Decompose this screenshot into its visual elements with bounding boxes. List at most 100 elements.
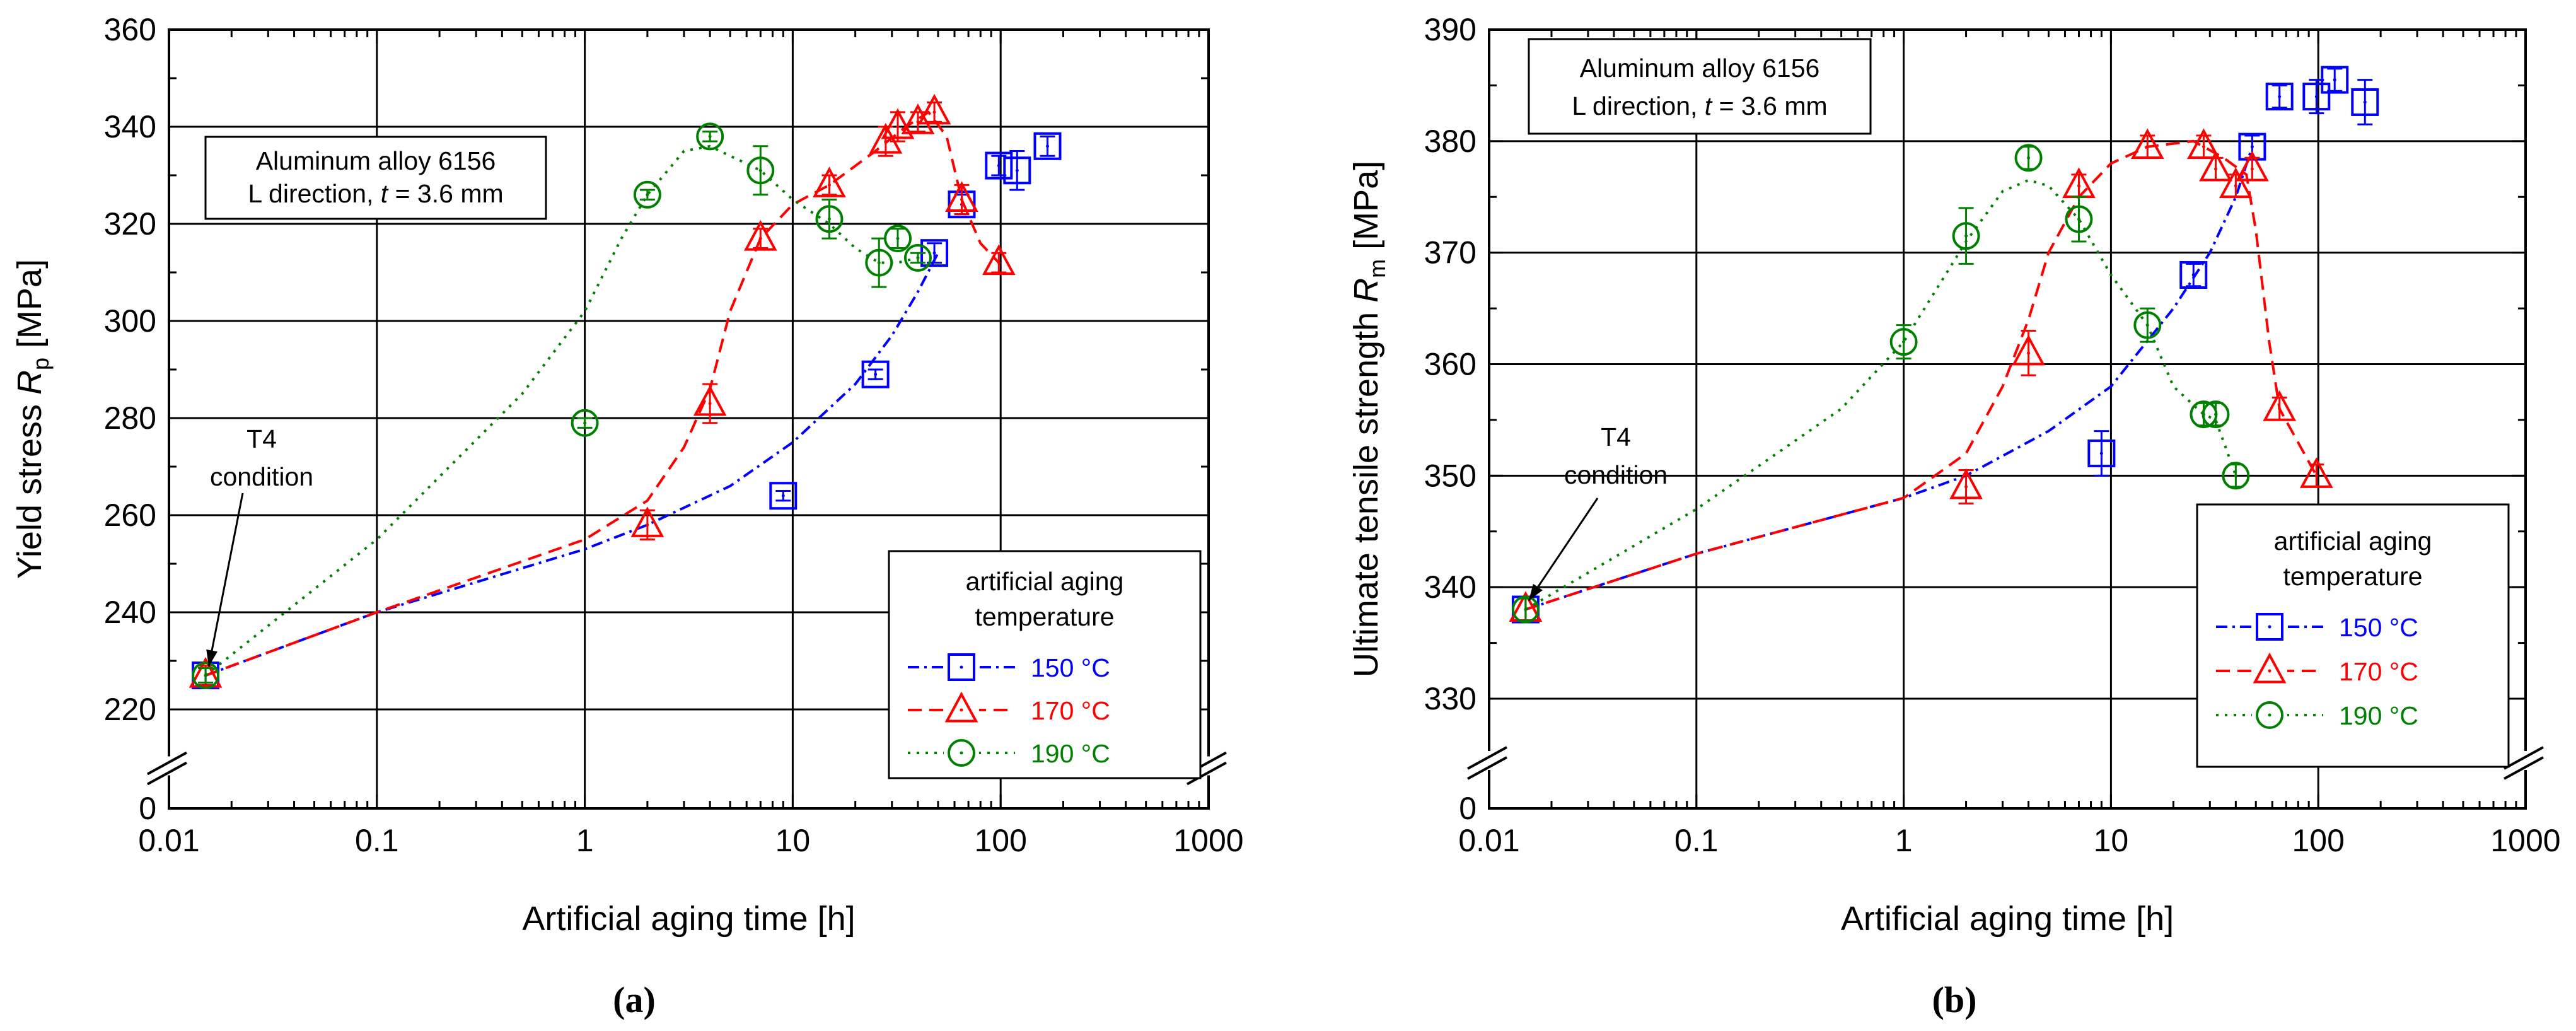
annotation-line1: T4 [247, 424, 277, 453]
legend-title-line2: temperature [975, 602, 1114, 631]
axis-break-mark [1467, 746, 1507, 770]
marker-center-dot [1524, 608, 1528, 612]
marker-center-dot [896, 125, 900, 129]
marker-circle [2256, 701, 2283, 729]
marker-center-dot [932, 110, 936, 114]
marker-center-dot [997, 261, 1001, 265]
marker-center-dot [2099, 451, 2103, 455]
info-box-line1: Aluminum alloy 6156 [256, 146, 496, 175]
marker-center-dot [2027, 351, 2031, 355]
marker-center-dot [932, 251, 936, 255]
marker-square [2351, 88, 2379, 116]
legend-title-line1: artificial aging [966, 567, 1124, 596]
marker-center-dot [2268, 713, 2271, 717]
marker-center-dot [2333, 78, 2336, 82]
legend-title-line1: artificial aging [2274, 527, 2432, 556]
x-axis-label: Artificial aging time [h] [1841, 900, 2174, 938]
data-point [630, 506, 664, 537]
marker-center-dot [2077, 184, 2080, 188]
marker-circle [746, 156, 775, 185]
marker-square [1033, 132, 1062, 160]
marker-center-dot [583, 421, 587, 425]
marker-center-dot [2145, 323, 2149, 327]
legend-marker [948, 653, 975, 681]
marker-triangle [2130, 128, 2164, 160]
data-point [881, 108, 915, 139]
data-point [1033, 132, 1062, 160]
data-point [945, 181, 978, 212]
marker-triangle [693, 385, 727, 416]
legend-marker [2256, 613, 2283, 641]
data-point [192, 661, 220, 690]
y-ticks [1489, 28, 2526, 700]
data-point [982, 244, 1016, 276]
y-tick-label: 320 [104, 206, 156, 242]
marker-triangle [1949, 468, 1983, 499]
y-axis-label-subscript: m [1364, 259, 1390, 278]
marker-center-dot [960, 198, 963, 201]
marker-square [2302, 83, 2331, 111]
y-tick-label: 370 [1424, 235, 1477, 271]
marker-triangle [917, 93, 951, 125]
series-2 [189, 93, 1016, 688]
x-ticks [168, 30, 1200, 808]
marker-center-dot [877, 261, 881, 265]
marker-triangle [2219, 167, 2253, 199]
annotation-arrow-line [207, 492, 244, 667]
legend-marker [2256, 701, 2283, 729]
info-box-line1: Aluminum alloy 6156 [1580, 54, 1820, 83]
x-tick-label: 0.1 [1674, 823, 1719, 858]
marker-triangle [982, 244, 1016, 276]
marker-center-dot [2234, 184, 2237, 188]
x-tick-label: 100 [2292, 823, 2344, 858]
x-tick-label: 1000 [1173, 823, 1243, 858]
marker-square [2087, 439, 2116, 467]
data-point [2199, 150, 2232, 182]
marker-center-dot [708, 402, 712, 405]
marker-center-dot [884, 139, 888, 143]
info-box-line2-suffix: = 3.6 mm [388, 179, 503, 208]
marker-square [2265, 83, 2294, 111]
y-tick-label: 340 [1424, 569, 1477, 605]
data-point [883, 224, 912, 253]
x-tick-label: 10 [2094, 823, 2129, 858]
legend-marker [948, 739, 975, 767]
data-point [2265, 83, 2294, 111]
data-point [2012, 334, 2045, 366]
data-point [571, 409, 599, 437]
info-box-line2-var: t [381, 179, 389, 208]
legend-label: 190 °C [1031, 739, 1110, 768]
y-tick-label: 300 [104, 303, 156, 339]
marker-circle [2222, 462, 2250, 490]
marker-center-dot [1964, 485, 1968, 489]
data-point [2219, 167, 2253, 199]
marker-center-dot [827, 217, 831, 221]
marker-center-dot [1046, 144, 1050, 148]
data-point [743, 219, 777, 251]
x-ticks [1488, 30, 2517, 808]
marker-circle [2014, 144, 2043, 172]
marker-center-dot [2191, 273, 2195, 277]
marker-center-dot [2363, 100, 2367, 104]
data-point [2351, 88, 2379, 116]
axis-break-mark [2503, 746, 2544, 770]
marker-center-dot [1015, 168, 1019, 172]
marker-circle [948, 739, 975, 767]
marker-center-dot [2213, 167, 2217, 171]
data-point [1511, 595, 1540, 624]
marker-circle [1511, 595, 1540, 624]
marker-triangle [2263, 390, 2297, 421]
marker-circle [1952, 222, 1980, 250]
marker-center-dot [781, 494, 785, 498]
legend-box [2196, 503, 2510, 768]
data-point [769, 482, 798, 510]
marker-circle [633, 180, 661, 209]
x-tick-label: 1000 [2490, 823, 2560, 858]
marker-center-dot [2268, 625, 2271, 629]
data-point [2263, 390, 2297, 421]
marker-center-dot [2268, 669, 2271, 673]
data-point [2222, 462, 2250, 490]
data-point [861, 360, 890, 388]
